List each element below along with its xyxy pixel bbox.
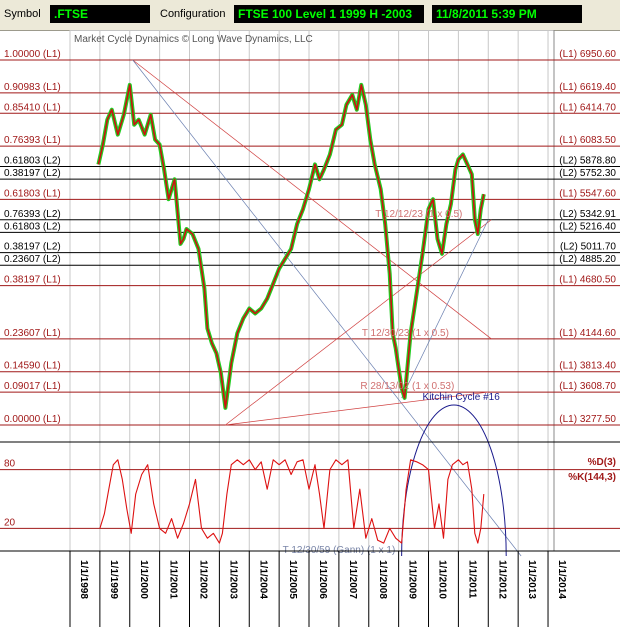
x-tick-label-1998: 1/1/1998 (78, 560, 89, 599)
x-tick-label-2002: 1/1/2002 (198, 560, 209, 599)
x-tick-label-2008: 1/1/2008 (377, 560, 388, 599)
x-tick-label-2013: 1/1/2013 (526, 560, 537, 599)
x-tick-label-2011: 1/1/2011 (466, 560, 477, 599)
price-level-label-left: 0.09017 (L1) (4, 381, 61, 392)
price-level-label-right: (L2) 5878.80 (559, 156, 616, 167)
indicator-level-label: 20 (4, 517, 16, 528)
price-level-label-left: 0.61803 (L1) (4, 188, 61, 199)
chart-area: 1.00000 (L1) (L1) 6950.60 0.90983 (L1) (L1)… (0, 30, 620, 627)
price-level-label-right: (L1) 3277.50 (559, 414, 616, 425)
x-tick-label-2010: 1/1/2010 (437, 560, 448, 599)
price-series (96, 82, 486, 410)
price-level-label-left: 0.76393 (L1) (4, 135, 61, 146)
annotation-3: Kitchin Cycle #16 (423, 392, 501, 403)
price-level-label-left: 0.38197 (L1) (4, 275, 61, 286)
x-tick-label-2007: 1/1/2007 (347, 560, 358, 599)
datetime-field: 11/8/2011 5:39 PM (432, 5, 582, 23)
x-tick-label-1999: 1/1/1999 (108, 560, 119, 599)
price-level-label-right: (L1) 4680.50 (559, 275, 616, 286)
chart-title: Market Cycle Dynamics © Long Wave Dynami… (74, 34, 313, 45)
price-level-label-right: (L2) 5216.40 (559, 221, 616, 232)
x-tick-label-2009: 1/1/2009 (407, 560, 418, 599)
price-level-label-left: 0.38197 (L2) (4, 168, 61, 179)
grid (69, 30, 549, 551)
x-axis: 1/1/1998 1/1/1999 1/1/2000 1/1/2001 1/1/2002… (0, 550, 620, 627)
x-tick-label-2003: 1/1/2003 (227, 560, 238, 599)
price-level-label-right: (L1) 6083.50 (559, 135, 616, 146)
price-level-label-left: 0.38197 (L2) (4, 242, 61, 253)
header-bar: Symbol .FTSE Configuration FTSE 100 Leve… (0, 0, 620, 31)
price-level-label-right: (L1) 3608.70 (559, 381, 616, 392)
x-tick-label-2000: 1/1/2000 (138, 560, 149, 599)
trend-line-gann (132, 59, 522, 557)
price-level-label-left: 0.23607 (L1) (4, 328, 61, 339)
price-level-label-left: 0.76393 (L2) (4, 209, 61, 220)
trend-lines (132, 59, 522, 557)
trend-line-bottom-2 (225, 391, 489, 426)
x-tick-label-2005: 1/1/2005 (287, 560, 298, 599)
x-tick-label-2004: 1/1/2004 (257, 560, 268, 599)
price-level-label-right: (L1) 5547.60 (559, 188, 616, 199)
kitchin-arc (401, 404, 507, 557)
indicator-d-label: %D(3) (588, 457, 616, 468)
x-tick-label-2014: 1/1/2014 (556, 560, 567, 599)
k-line (99, 459, 485, 544)
price-level-label-right: (L1) 6414.70 (559, 102, 616, 113)
stochastic-indicator: 80 20 %D(3) %K(144,3) (0, 441, 620, 544)
x-tick-label-2012: 1/1/2012 (496, 560, 507, 599)
price-line (97, 84, 485, 409)
trend-line-top (132, 59, 492, 340)
symbol-field[interactable]: .FTSE (50, 5, 150, 23)
x-tick-label-2006: 1/1/2006 (317, 560, 328, 599)
price-level-label-left: 0.85410 (L1) (4, 102, 61, 113)
price-level-label-right: (L2) 5752.30 (559, 168, 616, 179)
trend-line-bottom-1 (225, 219, 492, 426)
x-tick-label-2001: 1/1/2001 (168, 560, 179, 599)
trend-line-rise (401, 219, 489, 399)
price-levels: 1.00000 (L1) (L1) 6950.60 0.90983 (L1) (L1)… (0, 49, 620, 426)
annotation-1: T 12/30/23 (1 x 0.5) (362, 328, 449, 339)
price-level-label-right: (L1) 6619.40 (559, 82, 616, 93)
price-level-label-right: (L2) 4885.20 (559, 254, 616, 265)
price-level-label-left: 0.61803 (L2) (4, 221, 61, 232)
price-level-label-right: (L2) 5011.70 (560, 242, 616, 253)
price-level-label-right: (L1) 3813.40 (559, 361, 616, 372)
annotation-0: T 12/12/23 (1 x 0.5) (375, 209, 462, 220)
price-level-label-left: 0.61803 (L2) (4, 156, 61, 167)
price-level-label-left: 1.00000 (L1) (4, 49, 61, 60)
price-level-label-left: 0.14590 (L1) (4, 361, 61, 372)
indicator-level-label: 80 (4, 459, 16, 470)
price-level-label-left: 0.23607 (L2) (4, 254, 61, 265)
configuration-field[interactable]: FTSE 100 Level 1 1999 H -2003 (234, 5, 424, 23)
price-level-label-right: (L2) 5342.91 (559, 209, 616, 220)
annotation-2: R 28/13/02 (1 x 0.53) (360, 381, 454, 392)
price-level-label-right: (L1) 6950.60 (559, 49, 616, 60)
price-level-label-left: 0.00000 (L1) (4, 414, 61, 425)
price-level-label-left: 0.90983 (L1) (4, 82, 61, 93)
kitchin-cycle-arc (401, 404, 507, 557)
symbol-label: Symbol (4, 8, 41, 20)
indicator-k-label: %K(144,3) (568, 472, 616, 483)
configuration-label: Configuration (160, 8, 226, 20)
price-level-label-right: (L1) 4144.60 (559, 328, 616, 339)
